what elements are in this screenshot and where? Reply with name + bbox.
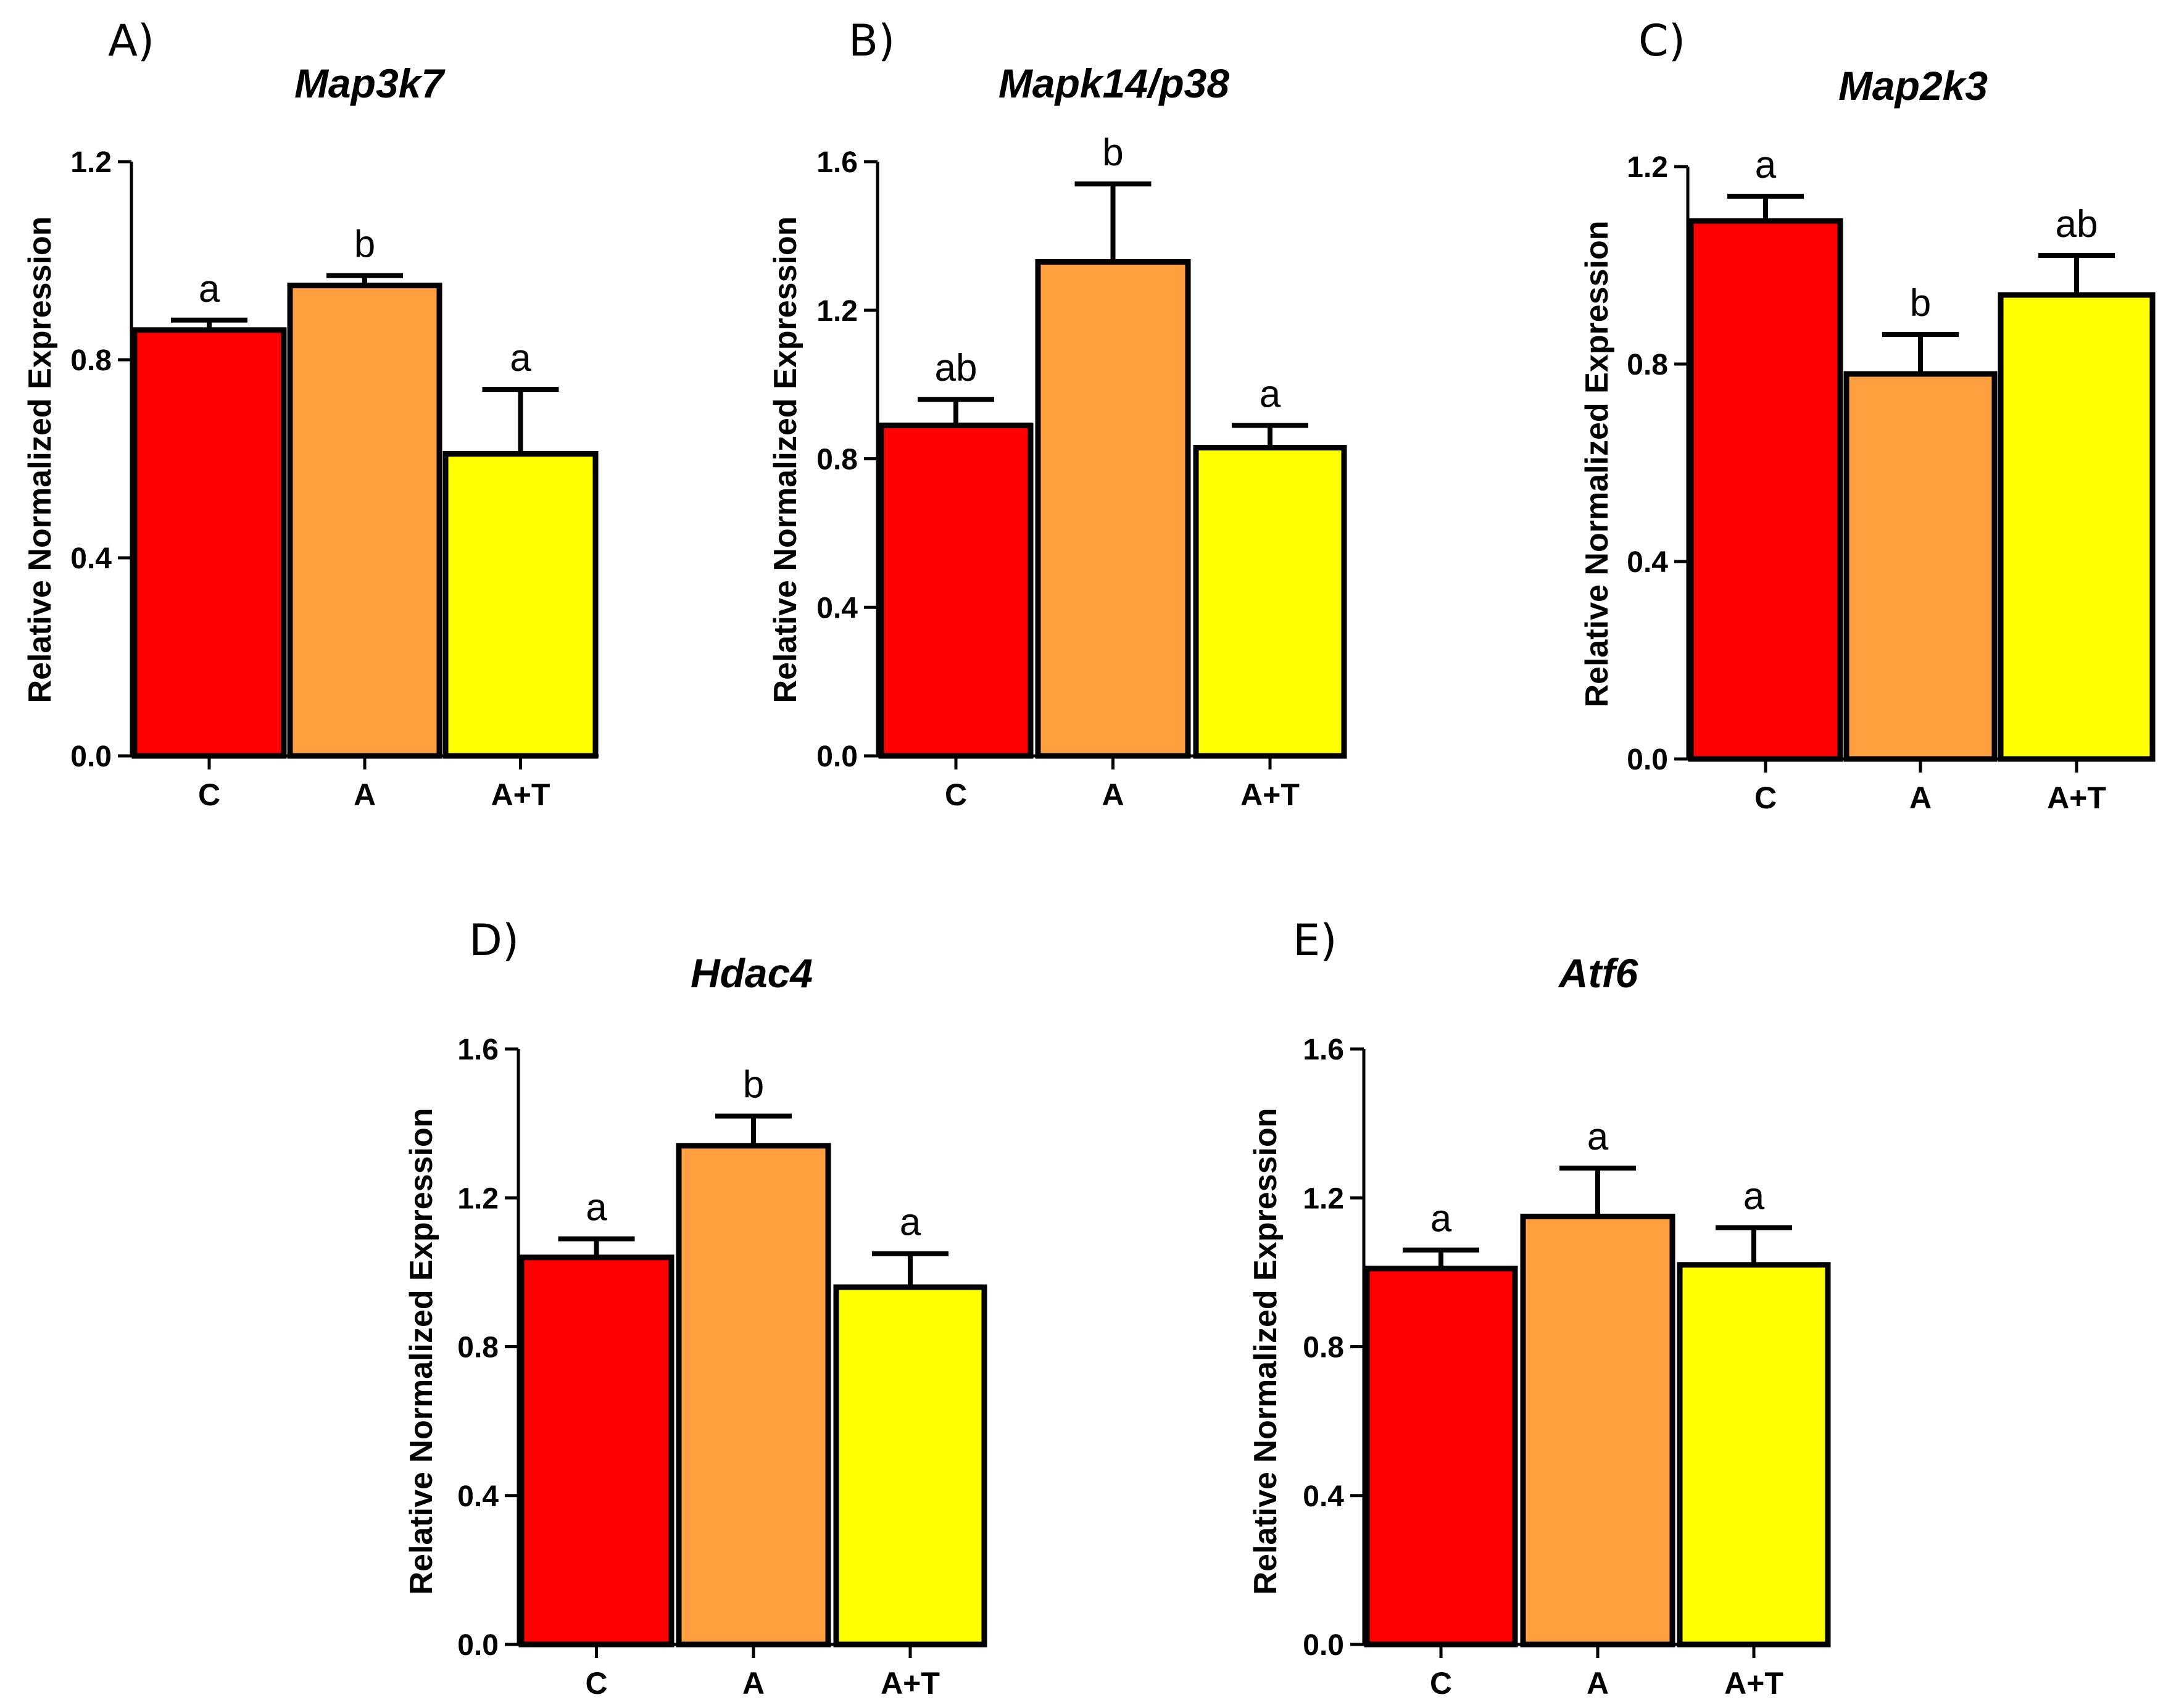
significance-label: ab xyxy=(935,347,978,389)
y-tick-label: 0.8 xyxy=(816,444,858,476)
bar-c xyxy=(1364,1266,1518,1648)
y-tick-label: 0.4 xyxy=(1627,546,1668,579)
significance-label: a xyxy=(1430,1198,1452,1240)
y-axis-label: Relative Normalized Expression xyxy=(1248,1108,1284,1595)
bar-aplust xyxy=(1193,444,1347,759)
bar-aplust xyxy=(833,1284,987,1648)
y-tick-label: 0.8 xyxy=(1303,1332,1344,1364)
significance-label: a xyxy=(1260,373,1281,415)
panel-letter: C) xyxy=(1638,15,1685,66)
y-tick-label: 1.2 xyxy=(70,146,112,179)
chart-title: Atf6 xyxy=(1558,950,1639,996)
bar-c xyxy=(131,327,287,759)
x-tick-label: C xyxy=(1430,1666,1452,1701)
y-axis-label: Relative Normalized Expression xyxy=(1579,221,1615,708)
bar-a xyxy=(1035,259,1191,759)
x-tick-label: A xyxy=(1909,781,1932,815)
significance-label: a xyxy=(199,268,220,310)
bar-a xyxy=(1843,371,1998,762)
y-tick-label: 0.8 xyxy=(70,344,112,377)
bar-aplust xyxy=(1677,1262,1831,1648)
y-tick-label: 0.0 xyxy=(70,740,112,773)
y-tick-label: 0.0 xyxy=(816,740,858,773)
significance-label: a xyxy=(1755,144,1777,186)
chart-title: Mapk14/p38 xyxy=(998,60,1229,106)
chart-title: Map3k7 xyxy=(294,60,446,106)
y-tick-label: 0.4 xyxy=(70,542,112,575)
significance-label: b xyxy=(1910,282,1931,325)
x-tick-label: A+T xyxy=(1240,777,1300,812)
chart-title: Map2k3 xyxy=(1838,63,1988,109)
x-tick-label: A+T xyxy=(881,1666,940,1701)
bar-c xyxy=(1688,218,1843,762)
significance-label: a xyxy=(586,1187,607,1229)
bar-a xyxy=(676,1143,831,1648)
bar-a xyxy=(287,283,442,759)
x-tick-label: C xyxy=(198,777,220,812)
y-tick-label: 0.0 xyxy=(1303,1629,1344,1662)
x-tick-label: A+T xyxy=(1724,1666,1783,1701)
y-tick-label: 1.2 xyxy=(1303,1182,1344,1215)
panel-letter: E) xyxy=(1293,915,1337,966)
chart-title: Hdac4 xyxy=(691,950,813,996)
x-tick-label: A+T xyxy=(2047,781,2106,815)
significance-label: a xyxy=(510,337,531,379)
y-tick-label: 0.0 xyxy=(457,1629,499,1662)
y-tick-label: 1.2 xyxy=(457,1182,499,1215)
y-tick-label: 0.8 xyxy=(1627,349,1668,381)
y-axis-label: Relative Normalized Expression xyxy=(22,217,58,703)
significance-label: b xyxy=(354,223,375,266)
x-tick-label: A xyxy=(1102,777,1124,812)
y-axis-label: Relative Normalized Expression xyxy=(404,1108,439,1595)
panel-letter: A) xyxy=(108,15,154,66)
significance-label: a xyxy=(1587,1116,1609,1158)
x-tick-label: A xyxy=(1587,1666,1609,1701)
y-tick-label: 1.6 xyxy=(1303,1034,1344,1066)
y-tick-label: 0.4 xyxy=(816,592,858,624)
panel-letter: B) xyxy=(849,15,895,66)
y-tick-label: 0.4 xyxy=(1303,1480,1344,1513)
x-tick-label: A+T xyxy=(491,777,550,812)
significance-label: ab xyxy=(2056,203,2098,246)
bar-c xyxy=(878,422,1034,759)
y-tick-label: 1.2 xyxy=(816,295,858,328)
y-tick-label: 1.6 xyxy=(816,146,858,179)
bar-aplust xyxy=(442,450,599,759)
significance-label: b xyxy=(743,1064,764,1106)
x-tick-label: C xyxy=(945,777,967,812)
y-tick-label: 0.0 xyxy=(1627,744,1668,776)
x-tick-label: A xyxy=(354,777,376,812)
significance-label: a xyxy=(900,1201,921,1244)
y-tick-label: 0.4 xyxy=(457,1480,499,1513)
bar-aplust xyxy=(1998,292,2156,762)
panel-letter: D) xyxy=(469,915,519,966)
y-tick-label: 1.2 xyxy=(1627,151,1668,184)
significance-label: b xyxy=(1102,131,1123,174)
bar-c xyxy=(518,1254,675,1648)
y-axis-label: Relative Normalized Expression xyxy=(768,217,803,703)
y-tick-label: 0.8 xyxy=(457,1332,499,1364)
x-tick-label: C xyxy=(585,1666,607,1701)
bar-a xyxy=(1520,1213,1675,1648)
significance-label: a xyxy=(1743,1175,1765,1218)
x-tick-label: C xyxy=(1754,781,1777,815)
y-tick-label: 1.6 xyxy=(457,1034,499,1066)
x-tick-label: A xyxy=(742,1666,765,1701)
